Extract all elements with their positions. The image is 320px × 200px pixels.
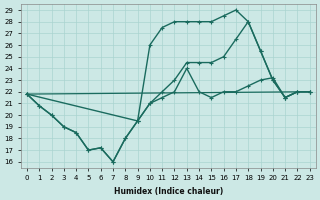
X-axis label: Humidex (Indice chaleur): Humidex (Indice chaleur)	[114, 187, 223, 196]
